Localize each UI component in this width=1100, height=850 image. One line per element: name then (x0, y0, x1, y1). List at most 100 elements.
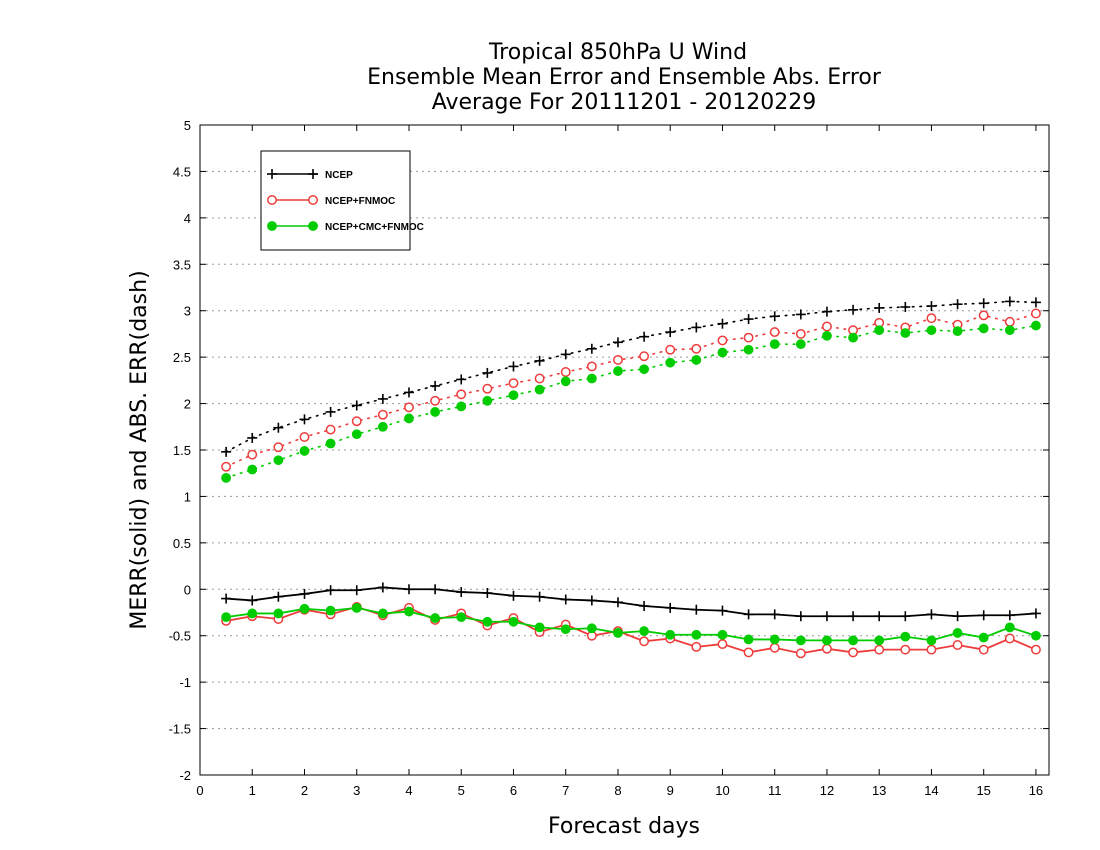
x-axis-label: Forecast days (548, 814, 700, 839)
legend-entry-ncep-fnmoc: NCEP+FNMOC (267, 195, 395, 207)
mean-err-point (665, 629, 676, 640)
mean-err-point (273, 591, 284, 602)
mean-err-point (1004, 622, 1015, 633)
title-line-2: Ensemble Mean Error and Ensemble Abs. Er… (367, 65, 882, 90)
mean-err-point (743, 609, 754, 620)
abs-err-point (743, 332, 754, 343)
abs-err-point (247, 449, 258, 460)
mean-err-point (978, 610, 989, 621)
abs-err-point (377, 421, 388, 432)
x-tick-label: 6 (510, 783, 517, 798)
legend-label-ncep: NCEP (325, 170, 353, 181)
y-tick-label: 2.5 (173, 350, 191, 365)
abs-err-point (613, 354, 623, 365)
legend-marker (308, 169, 318, 179)
abs-err-point (586, 361, 597, 372)
abs-err-point (952, 326, 963, 337)
mean-err-point (978, 644, 989, 655)
mean-err-point (874, 635, 885, 646)
mean-err-point (560, 624, 571, 635)
mean-err-point (1030, 608, 1041, 619)
mean-err-point (534, 622, 545, 633)
mean-err-point (926, 609, 937, 620)
legend-sample-ncep (267, 169, 318, 179)
mean-err-point (639, 626, 649, 636)
x-tick-label: 7 (562, 783, 569, 798)
abs-err-point (691, 355, 702, 365)
mean-err-point (900, 644, 911, 655)
mean-err-point (717, 629, 728, 640)
abs-err-point (978, 310, 989, 321)
abs-err-point (299, 446, 310, 456)
mean-err-point (586, 623, 597, 634)
mean-err-point (247, 608, 258, 619)
mean-err-point (821, 611, 832, 622)
abs-err-point (691, 322, 702, 333)
y-tick-label: 4.5 (173, 164, 191, 179)
mean-err-point (926, 635, 937, 646)
mean-err-point (926, 644, 937, 655)
abs-err-point (299, 414, 310, 425)
mean-err-point (1031, 630, 1041, 641)
x-tick-label: 16 (1029, 783, 1043, 798)
grid-lines (200, 170, 1049, 730)
mean-err-point (586, 595, 597, 606)
y-tick-label: 1 (184, 489, 191, 504)
abs-err-point (874, 302, 885, 313)
abs-err-point (325, 438, 336, 449)
abs-err-point (482, 395, 493, 406)
x-tick-label: 12 (820, 783, 834, 798)
x-tick-label: 4 (405, 783, 412, 798)
legend-marker (267, 169, 277, 179)
abs-err-point (900, 328, 911, 338)
mean-err-point (952, 611, 963, 622)
plot-area (221, 296, 1041, 659)
abs-err-point (795, 309, 806, 320)
abs-err-point (926, 301, 937, 312)
mean-err-point (377, 582, 388, 593)
abs-err-point (534, 373, 545, 384)
x-tick-label: 11 (768, 783, 782, 798)
mean-err-point (848, 647, 859, 658)
abs-err-point (639, 331, 650, 342)
y-tick-label: 4 (184, 211, 191, 226)
abs-err-point (795, 339, 806, 350)
y-tick-label: 3.5 (173, 257, 191, 272)
x-tick-label: 9 (667, 783, 674, 798)
abs-err-point (1031, 320, 1041, 331)
mean-err-point (952, 640, 963, 650)
axis-ticks: -2-1.5-1-0.500.511.522.533.544.550 1 2 3 4 5 6… (169, 118, 1049, 798)
abs-err-point (325, 424, 336, 435)
mean-err-point (717, 639, 728, 650)
mean-err-point (456, 587, 467, 598)
mean-err-point (769, 634, 780, 645)
x-tick-label: 1 (249, 783, 256, 798)
abs-err-point (612, 337, 623, 348)
mean-err-point (665, 602, 676, 613)
y-tick-label: -2 (179, 768, 191, 783)
abs-err-point (482, 383, 493, 394)
abs-err-point (351, 400, 362, 411)
y-tick-label: 3 (184, 304, 191, 319)
x-tick-label: 15 (976, 783, 990, 798)
mean-err-point (769, 609, 780, 620)
mean-err-point (691, 629, 702, 640)
legend-entry-ncep-cmc-fnmoc: NCEP+CMC+FNMOC (267, 221, 424, 233)
abs-err-point (560, 367, 571, 377)
abs-err-point (273, 442, 284, 453)
legend-entry-ncep: NCEP (267, 169, 353, 181)
abs-err-point (508, 390, 519, 401)
abs-err-line-ncep-fnmoc (225, 312, 1037, 468)
abs-err-point (560, 376, 571, 387)
y-tick-label: 0 (184, 582, 191, 597)
abs-err-point (743, 344, 754, 355)
series-mean-err-ncep (221, 582, 1041, 622)
abs-err-point (795, 328, 806, 339)
mean-err-point (482, 588, 493, 598)
abs-err-point (952, 299, 963, 310)
mean-err-point (795, 611, 806, 622)
abs-err-point (717, 318, 728, 329)
mean-err-line-ncep (226, 586, 1037, 618)
mean-err-point (534, 591, 545, 602)
